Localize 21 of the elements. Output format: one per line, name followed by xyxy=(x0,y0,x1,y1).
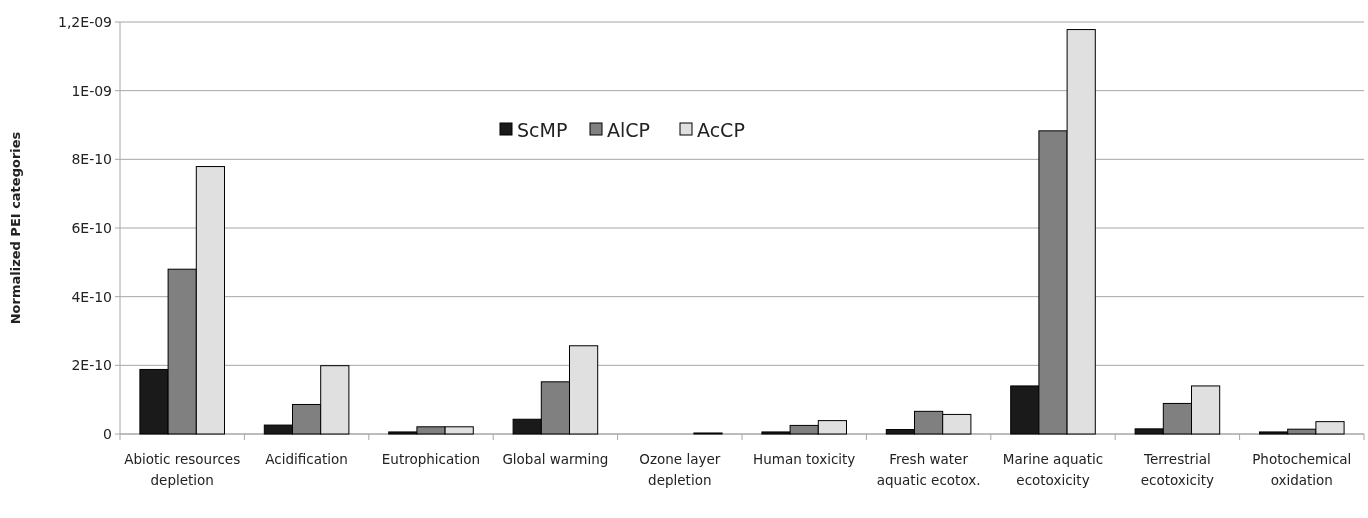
legend-label: AcCP xyxy=(697,118,745,141)
y-axis-title: Normalized PEI categories xyxy=(8,131,23,325)
x-tick-label: Acidification xyxy=(265,451,348,467)
x-tick-label: Global warming xyxy=(502,451,609,467)
x-tick-label: Fresh water aquatic ecotox. xyxy=(876,451,981,488)
y-tick-label: 1,2E-09 xyxy=(58,13,112,30)
legend-label: ScMP xyxy=(517,118,568,141)
y-tick-label: 4E-10 xyxy=(71,288,112,305)
y-tick-label: 8E-10 xyxy=(71,151,112,168)
y-tick-label: 6E-10 xyxy=(71,219,112,236)
x-tick-label: Eutrophication xyxy=(381,451,481,467)
y-tick-label: 1E-09 xyxy=(71,82,112,99)
x-tick-label: Human toxicity xyxy=(753,451,856,467)
x-tick-label: Abiotic resources depletion xyxy=(124,451,241,488)
y-tick-label: 0 xyxy=(103,425,112,442)
x-tick-label: Marine aquatic ecotoxicity xyxy=(1002,451,1104,488)
x-tick-label: Photochemical oxidation xyxy=(1252,451,1352,488)
legend-label: AlCP xyxy=(607,118,651,141)
x-tick-label: Terrestrial ecotoxicity xyxy=(1140,451,1215,488)
y-tick-label: 2E-10 xyxy=(71,357,112,374)
x-tick-label: Ozone layer depletion xyxy=(639,451,721,488)
